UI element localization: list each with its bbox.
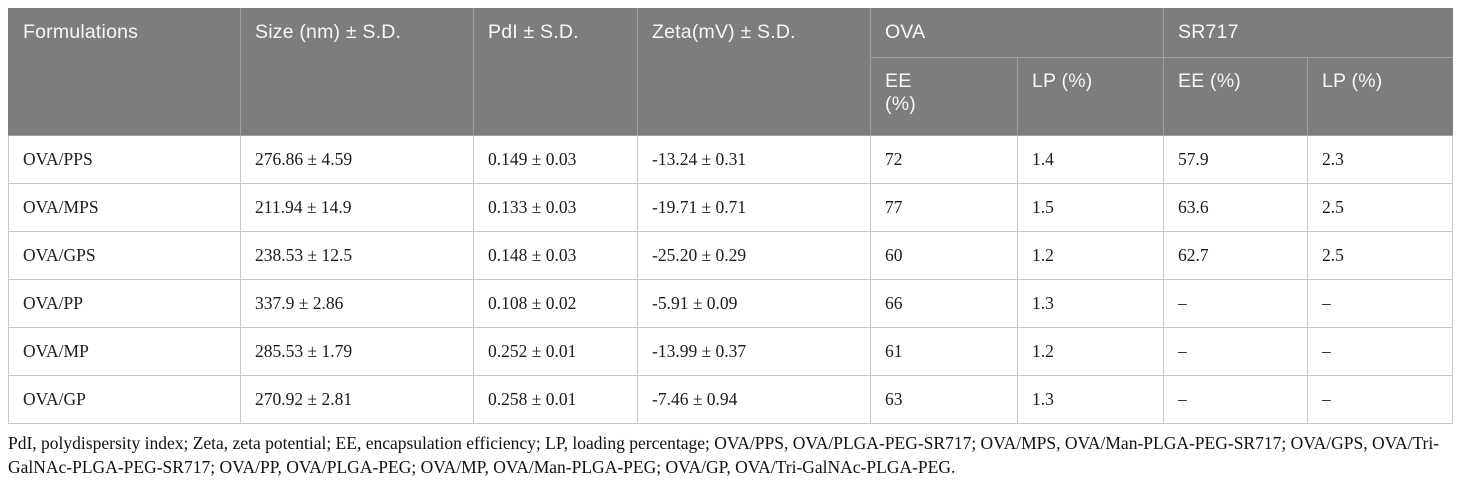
cell-formulation: OVA/PP <box>8 279 241 328</box>
col-header-ova-lp: LP (%) <box>1017 57 1164 136</box>
cell-size: 211.94 ± 14.9 <box>240 183 474 232</box>
cell-ova-ee: 60 <box>870 231 1018 280</box>
col-header-ova-ee-label: EE (%) <box>885 70 916 115</box>
cell-size: 276.86 ± 4.59 <box>240 135 474 184</box>
table-row: OVA/GPS 238.53 ± 12.5 0.148 ± 0.03 -25.2… <box>8 231 1453 280</box>
cell-ova-ee: 72 <box>870 135 1018 184</box>
page-container: Formulations Size (nm) ± S.D. PdI ± S.D.… <box>8 8 1453 424</box>
cell-zeta: -25.20 ± 0.29 <box>637 231 871 280</box>
cell-size: 337.9 ± 2.86 <box>240 279 474 328</box>
cell-formulation: OVA/GPS <box>8 231 241 280</box>
col-header-size: Size (nm) ± S.D. <box>240 8 474 136</box>
cell-formulation: OVA/GP <box>8 375 241 424</box>
table-row: OVA/GP 270.92 ± 2.81 0.258 ± 0.01 -7.46 … <box>8 375 1453 424</box>
cell-sr717-lp: 2.5 <box>1307 183 1453 232</box>
characterization-table: Formulations Size (nm) ± S.D. PdI ± S.D.… <box>8 8 1453 424</box>
cell-sr717-lp: – <box>1307 279 1453 328</box>
cell-zeta: -19.71 ± 0.71 <box>637 183 871 232</box>
cell-sr717-ee: – <box>1163 375 1308 424</box>
cell-pdi: 0.149 ± 0.03 <box>473 135 638 184</box>
group-header-sr717: SR717 <box>1163 8 1453 58</box>
cell-zeta: -5.91 ± 0.09 <box>637 279 871 328</box>
cell-pdi: 0.133 ± 0.03 <box>473 183 638 232</box>
cell-ova-ee: 61 <box>870 327 1018 376</box>
table-row: OVA/PP 337.9 ± 2.86 0.108 ± 0.02 -5.91 ±… <box>8 279 1453 328</box>
cell-ova-lp: 1.3 <box>1017 375 1164 424</box>
cell-size: 285.53 ± 1.79 <box>240 327 474 376</box>
cell-size: 270.92 ± 2.81 <box>240 375 474 424</box>
cell-sr717-ee: 62.7 <box>1163 231 1308 280</box>
cell-sr717-ee: – <box>1163 279 1308 328</box>
cell-sr717-lp: – <box>1307 327 1453 376</box>
cell-formulation: OVA/MPS <box>8 183 241 232</box>
cell-ova-lp: 1.2 <box>1017 327 1164 376</box>
table-row: OVA/MP 285.53 ± 1.79 0.252 ± 0.01 -13.99… <box>8 327 1453 376</box>
table-body: OVA/PPS 276.86 ± 4.59 0.149 ± 0.03 -13.2… <box>8 135 1453 424</box>
cell-sr717-lp: 2.5 <box>1307 231 1453 280</box>
col-header-formulations: Formulations <box>8 8 241 136</box>
group-header-ova: OVA <box>870 8 1164 58</box>
cell-zeta: -13.24 ± 0.31 <box>637 135 871 184</box>
col-header-sr717-ee: EE (%) <box>1163 57 1308 136</box>
cell-ova-ee: 77 <box>870 183 1018 232</box>
cell-sr717-ee: 63.6 <box>1163 183 1308 232</box>
table-header: Formulations Size (nm) ± S.D. PdI ± S.D.… <box>8 8 1453 136</box>
table-row: OVA/PPS 276.86 ± 4.59 0.149 ± 0.03 -13.2… <box>8 135 1453 184</box>
cell-pdi: 0.148 ± 0.03 <box>473 231 638 280</box>
col-header-sr717-lp: LP (%) <box>1307 57 1453 136</box>
cell-sr717-ee: 57.9 <box>1163 135 1308 184</box>
cell-pdi: 0.108 ± 0.02 <box>473 279 638 328</box>
cell-sr717-lp: – <box>1307 375 1453 424</box>
cell-ova-lp: 1.5 <box>1017 183 1164 232</box>
cell-sr717-ee: – <box>1163 327 1308 376</box>
cell-zeta: -13.99 ± 0.37 <box>637 327 871 376</box>
cell-ova-lp: 1.3 <box>1017 279 1164 328</box>
cell-ova-lp: 1.4 <box>1017 135 1164 184</box>
cell-ova-ee: 63 <box>870 375 1018 424</box>
cell-formulation: OVA/PPS <box>8 135 241 184</box>
table-row: OVA/MPS 211.94 ± 14.9 0.133 ± 0.03 -19.7… <box>8 183 1453 232</box>
col-header-pdi: PdI ± S.D. <box>473 8 638 136</box>
cell-ova-lp: 1.2 <box>1017 231 1164 280</box>
cell-formulation: OVA/MP <box>8 327 241 376</box>
cell-pdi: 0.258 ± 0.01 <box>473 375 638 424</box>
table-footnote: PdI, polydispersity index; Zeta, zeta po… <box>8 433 1440 478</box>
cell-ova-ee: 66 <box>870 279 1018 328</box>
cell-zeta: -7.46 ± 0.94 <box>637 375 871 424</box>
cell-size: 238.53 ± 12.5 <box>240 231 474 280</box>
col-header-ova-ee: EE (%) <box>870 57 1018 136</box>
cell-sr717-lp: 2.3 <box>1307 135 1453 184</box>
cell-pdi: 0.252 ± 0.01 <box>473 327 638 376</box>
col-header-zeta: Zeta(mV) ± S.D. <box>637 8 871 136</box>
